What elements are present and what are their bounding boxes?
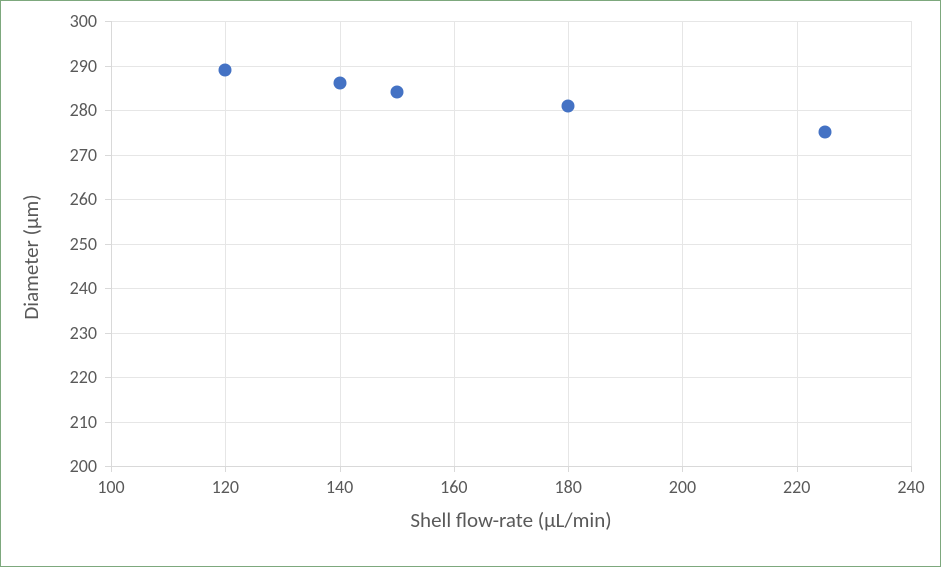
gridline-horizontal	[111, 199, 911, 200]
chart-frame: Shell flow-rate (µL/min) Diameter (µm) 1…	[0, 0, 941, 567]
gridline-horizontal	[111, 110, 911, 111]
y-tick-label: 240	[70, 277, 97, 299]
x-tick-label: 120	[212, 476, 239, 498]
y-tick-label: 230	[70, 322, 97, 344]
data-point	[390, 86, 403, 99]
x-tick-label: 200	[669, 476, 696, 498]
y-axis-line	[111, 21, 112, 466]
x-axis-title: Shell flow-rate (µL/min)	[410, 507, 611, 533]
x-tick-label: 100	[97, 476, 124, 498]
x-tick-mark	[911, 466, 912, 472]
y-axis-title: Diameter (µm)	[18, 194, 44, 319]
gridline-horizontal	[111, 377, 911, 378]
gridline-horizontal	[111, 21, 911, 22]
gridline-horizontal	[111, 422, 911, 423]
gridline-horizontal	[111, 333, 911, 334]
data-point	[219, 63, 232, 76]
y-tick-label: 250	[70, 233, 97, 255]
x-tick-label: 240	[897, 476, 924, 498]
x-tick-label: 180	[554, 476, 581, 498]
y-tick-label: 290	[70, 55, 97, 77]
plot-area	[111, 21, 911, 466]
x-tick-label: 140	[326, 476, 353, 498]
y-tick-label: 220	[70, 366, 97, 388]
y-tick-label: 260	[70, 188, 97, 210]
y-tick-label: 210	[70, 411, 97, 433]
y-tick-label: 270	[70, 144, 97, 166]
y-tick-label: 280	[70, 99, 97, 121]
x-axis-line	[111, 466, 911, 467]
y-tick-label: 300	[70, 10, 97, 32]
data-point	[562, 99, 575, 112]
data-point	[819, 126, 832, 139]
gridline-horizontal	[111, 244, 911, 245]
y-tick-label: 200	[70, 455, 97, 477]
gridline-horizontal	[111, 288, 911, 289]
gridline-horizontal	[111, 155, 911, 156]
x-tick-label: 220	[783, 476, 810, 498]
gridline-vertical	[911, 21, 912, 466]
x-tick-label: 160	[440, 476, 467, 498]
data-point	[333, 77, 346, 90]
